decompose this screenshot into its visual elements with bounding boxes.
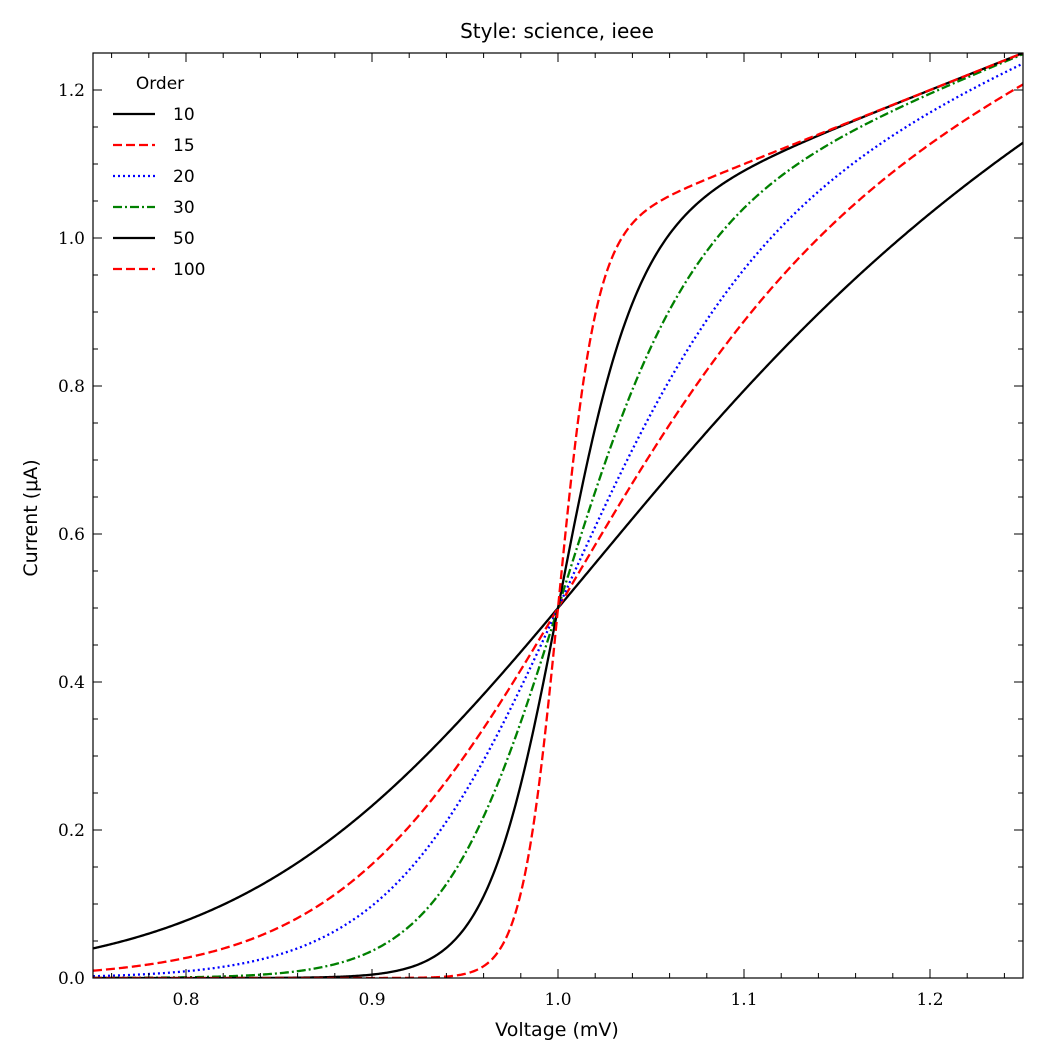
legend-label: 100 — [173, 260, 205, 280]
y-tick-label: 1.0 — [58, 229, 85, 249]
series-line-50 — [93, 53, 1023, 978]
legend-label: 20 — [173, 167, 195, 187]
legend-label: 10 — [173, 105, 195, 125]
chart-title: Style: science, ieee — [460, 19, 654, 43]
y-tick-label: 0.0 — [58, 969, 85, 989]
axis-ticks: 0.8 0.9 1.0 1.1 1.2 0.0 0.2 0.4 0.6 0.8 1.0 1.2 — [58, 52, 1024, 1010]
series-line-15 — [93, 83, 1023, 972]
x-tick-label: 0.9 — [358, 990, 385, 1010]
x-axis-label: Voltage (mV) — [495, 1019, 619, 1041]
x-tick-label: 1.2 — [916, 990, 943, 1010]
x-tick-label: 1.0 — [544, 990, 571, 1010]
y-tick-label: 0.8 — [58, 377, 85, 397]
legend: Order 10 15 20 30 50 100 — [113, 74, 205, 280]
y-tick-label: 1.2 — [58, 81, 85, 101]
x-tick-label: 0.8 — [172, 990, 199, 1010]
series-line-100 — [93, 53, 1023, 978]
series-line-30 — [93, 53, 1023, 978]
y-tick-label: 0.4 — [58, 673, 85, 693]
series-line-10 — [93, 141, 1023, 950]
legend-label: 50 — [173, 229, 195, 249]
legend-label: 30 — [173, 198, 195, 218]
legend-title: Order — [136, 74, 184, 94]
plot-frame — [92, 52, 1024, 979]
legend-label: 15 — [173, 136, 195, 156]
y-axis-label: Current (μA) — [20, 459, 42, 576]
y-tick-label: 0.2 — [58, 821, 85, 841]
x-tick-label: 1.1 — [730, 990, 757, 1010]
series-line-20 — [93, 62, 1023, 978]
plot-area — [93, 53, 1023, 978]
y-tick-label: 0.6 — [58, 525, 85, 545]
